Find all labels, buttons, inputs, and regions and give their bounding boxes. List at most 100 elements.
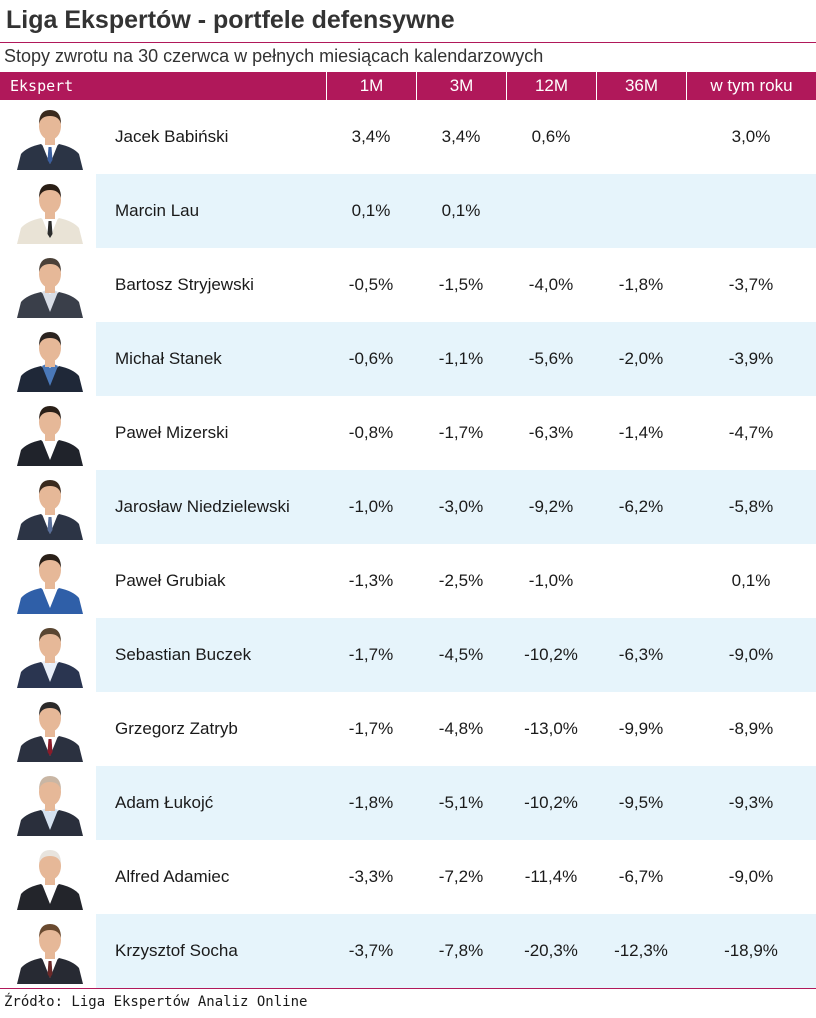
face-shape bbox=[39, 186, 61, 214]
return-m1-cell: -0,5% bbox=[348, 275, 394, 294]
expert-name: Krzysztof Socha bbox=[115, 941, 238, 960]
expert-name: Adam Łukojć bbox=[115, 793, 214, 812]
hair-shape bbox=[39, 554, 61, 568]
column-header-3m: 3M bbox=[416, 72, 506, 100]
expert-name: Paweł Grubiak bbox=[115, 571, 226, 590]
return-m12-cell: -9,2% bbox=[528, 497, 574, 516]
face-shape bbox=[39, 852, 61, 880]
return-m3-cell: -4,8% bbox=[438, 719, 484, 738]
tie-shape bbox=[47, 739, 53, 756]
tie-shape bbox=[47, 221, 53, 238]
table-header: Ekspert 1M 3M 12M 36M w tym roku bbox=[0, 72, 816, 100]
expert-photo bbox=[15, 326, 85, 392]
return-ytd-cell: -3,7% bbox=[728, 275, 774, 294]
return-ytd-cell: -9,0% bbox=[728, 645, 774, 664]
expert-photo bbox=[15, 548, 85, 614]
row-background bbox=[96, 470, 816, 544]
expert-name: Jarosław Niedzielewski bbox=[115, 497, 290, 516]
face-shape bbox=[39, 408, 61, 436]
return-m1-cell: 3,4% bbox=[351, 127, 391, 146]
expert-photo bbox=[15, 104, 85, 170]
table-body: Jacek Babiński 3,4% 3,4% 0,6% 3,0% Marcin Lau… bbox=[0, 100, 816, 988]
hair-shape bbox=[39, 184, 61, 198]
return-ytd-cell: -18,9% bbox=[724, 941, 778, 960]
face-shape bbox=[39, 926, 61, 954]
column-header-12m: 12M bbox=[506, 72, 596, 100]
expert-name: Paweł Mizerski bbox=[115, 423, 229, 442]
return-m12-cell: -11,4% bbox=[524, 867, 578, 886]
return-m3-cell: -7,2% bbox=[438, 867, 484, 886]
expert-photo bbox=[15, 474, 85, 540]
return-m3-cell: -1,1% bbox=[438, 349, 484, 368]
return-m3-cell: 0,1% bbox=[441, 201, 481, 220]
table-row: Adam Łukojć -1,8% -5,1% -10,2% -9,5% -9,3% bbox=[0, 766, 816, 840]
source-note: Źródło: Liga Ekspertów Analiz Online bbox=[4, 994, 308, 1010]
title-divider bbox=[0, 42, 816, 43]
return-m1-cell: -0,8% bbox=[348, 423, 394, 442]
return-m1-cell: -1,8% bbox=[348, 793, 394, 812]
column-header-36m: 36M bbox=[596, 72, 686, 100]
table-row: Paweł Mizerski -0,8% -1,7% -6,3% -1,4% -4,7% bbox=[0, 396, 816, 470]
return-m36-cell: -2,0% bbox=[618, 349, 664, 368]
return-m3-cell: -1,7% bbox=[438, 423, 484, 442]
expert-name: Grzegorz Zatryb bbox=[115, 719, 238, 738]
return-m3-cell: -7,8% bbox=[438, 941, 484, 960]
shirt-shape bbox=[42, 364, 58, 386]
expert-photo bbox=[15, 178, 85, 244]
return-m3-cell: -5,1% bbox=[438, 793, 484, 812]
hair-shape bbox=[39, 628, 61, 642]
tie-shape bbox=[47, 147, 53, 164]
expert-name: Jacek Babiński bbox=[115, 127, 229, 146]
table-row: Marcin Lau 0,1% 0,1% bbox=[0, 174, 816, 248]
expert-name: Marcin Lau bbox=[115, 201, 200, 220]
return-m36-cell: -6,2% bbox=[618, 497, 664, 516]
column-header-1m: 1M bbox=[326, 72, 416, 100]
hair-shape bbox=[39, 924, 61, 938]
row-background bbox=[96, 914, 816, 988]
expert-name: Bartosz Stryjewski bbox=[115, 275, 254, 294]
expert-photo bbox=[15, 252, 85, 318]
return-m12-cell: -5,6% bbox=[528, 349, 574, 368]
return-m1-cell: -1,0% bbox=[348, 497, 394, 516]
return-m36-cell: -6,7% bbox=[618, 867, 664, 886]
return-m3-cell: -2,5% bbox=[438, 571, 484, 590]
return-m3-cell: -3,0% bbox=[438, 497, 484, 516]
face-shape bbox=[39, 630, 61, 658]
hair-shape bbox=[39, 850, 61, 864]
return-m12-cell: -4,0% bbox=[528, 275, 574, 294]
return-m3-cell: 3,4% bbox=[441, 127, 481, 146]
table-row: Krzysztof Socha -3,7% -7,8% -20,3% -12,3% -18… bbox=[0, 914, 816, 988]
return-ytd-cell: -5,8% bbox=[728, 497, 774, 516]
return-m36-cell: -9,5% bbox=[618, 793, 664, 812]
return-m12-cell: -20,3% bbox=[524, 941, 578, 960]
hair-shape bbox=[39, 480, 61, 494]
face-shape bbox=[39, 112, 61, 140]
table-row: Grzegorz Zatryb -1,7% -4,8% -13,0% -9,9% -8,9… bbox=[0, 692, 816, 766]
shirt-shape bbox=[42, 808, 58, 830]
page-subtitle: Stopy zwrotu na 30 czerwca w pełnych mie… bbox=[4, 46, 544, 66]
return-m3-cell: -4,5% bbox=[438, 645, 484, 664]
shirt-shape bbox=[42, 660, 58, 682]
source-divider bbox=[0, 988, 816, 989]
expert-photo bbox=[15, 918, 85, 984]
row-background bbox=[96, 618, 816, 692]
hair-shape bbox=[39, 332, 61, 346]
row-background bbox=[96, 174, 816, 248]
return-ytd-cell: -4,7% bbox=[728, 423, 774, 442]
return-m12-cell: -6,3% bbox=[528, 423, 574, 442]
expert-name: Alfred Adamiec bbox=[115, 867, 230, 886]
hair-shape bbox=[39, 258, 61, 272]
return-m1-cell: -3,7% bbox=[348, 941, 394, 960]
face-shape bbox=[39, 482, 61, 510]
shirt-shape bbox=[42, 290, 58, 312]
table-row: Jacek Babiński 3,4% 3,4% 0,6% 3,0% bbox=[0, 100, 816, 174]
face-shape bbox=[39, 334, 61, 362]
return-m36-cell: -12,3% bbox=[614, 941, 668, 960]
return-m12-cell: -1,0% bbox=[528, 571, 574, 590]
return-m36-cell: -9,9% bbox=[618, 719, 664, 738]
return-ytd-cell: -3,9% bbox=[728, 349, 774, 368]
hair-shape bbox=[39, 406, 61, 420]
return-m36-cell: -6,3% bbox=[618, 645, 664, 664]
hair-shape bbox=[39, 776, 61, 790]
return-m36-cell: -1,4% bbox=[618, 423, 664, 442]
